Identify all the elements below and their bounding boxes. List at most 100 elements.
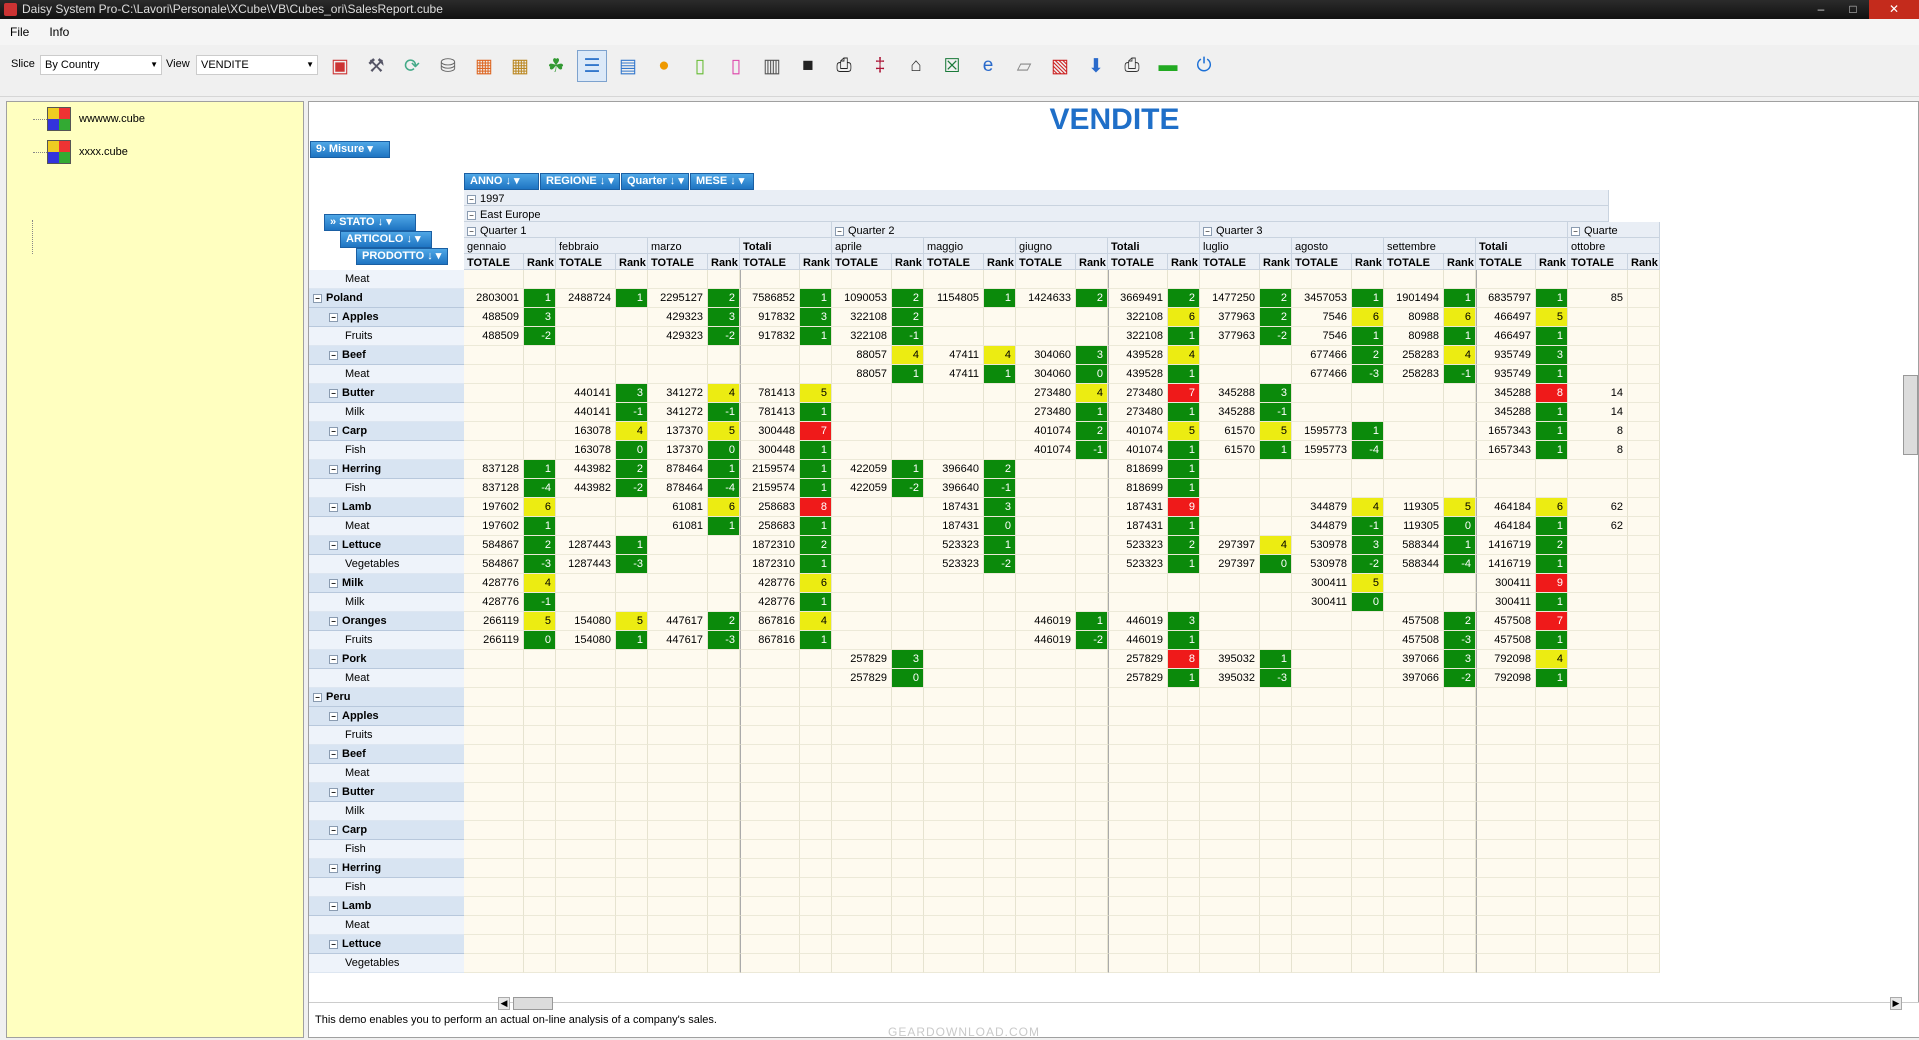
- rank-cell[interactable]: [892, 517, 924, 536]
- rank-cell[interactable]: 5: [1352, 574, 1384, 593]
- rank-cell[interactable]: [1260, 707, 1292, 726]
- total-cell[interactable]: [1384, 403, 1444, 422]
- rank-cell[interactable]: 1: [800, 327, 832, 346]
- rank-cell[interactable]: 6: [524, 498, 556, 517]
- total-cell[interactable]: 80988: [1384, 308, 1444, 327]
- total-cell[interactable]: [1200, 346, 1260, 365]
- total-cell[interactable]: [832, 593, 892, 612]
- rank-cell[interactable]: [1628, 802, 1660, 821]
- quarter-header[interactable]: − Quarter 3: [1200, 222, 1568, 238]
- total-cell[interactable]: 488509: [464, 327, 524, 346]
- total-cell[interactable]: 258683: [740, 498, 800, 517]
- rank-cell[interactable]: 1: [1536, 365, 1568, 384]
- month-header[interactable]: giugno: [1016, 238, 1108, 254]
- total-cell[interactable]: 119305: [1384, 517, 1444, 536]
- rank-cell[interactable]: 1: [1536, 631, 1568, 650]
- rank-cell[interactable]: [1628, 441, 1660, 460]
- row-header[interactable]: Milk: [309, 593, 464, 612]
- horizontal-scroll-thumb[interactable]: [513, 997, 553, 1010]
- total-cell[interactable]: [1292, 631, 1352, 650]
- rank-cell[interactable]: 1: [1168, 555, 1200, 574]
- rank-cell[interactable]: [1628, 422, 1660, 441]
- rank-cell[interactable]: [1444, 384, 1476, 403]
- rank-cell[interactable]: [1352, 821, 1384, 840]
- rank-cell[interactable]: [1260, 897, 1292, 916]
- total-cell[interactable]: [1200, 764, 1260, 783]
- total-cell[interactable]: [924, 403, 984, 422]
- total-cell[interactable]: [832, 574, 892, 593]
- row-header[interactable]: Milk: [309, 802, 464, 821]
- month-header[interactable]: luglio: [1200, 238, 1292, 254]
- rank-cell[interactable]: 5: [1260, 422, 1292, 441]
- total-cell[interactable]: [556, 726, 616, 745]
- row-header[interactable]: − Lamb: [309, 897, 464, 916]
- rank-cell[interactable]: [892, 403, 924, 422]
- rank-cell[interactable]: [984, 631, 1016, 650]
- rank-cell[interactable]: [1168, 935, 1200, 954]
- rank-cell[interactable]: [1168, 840, 1200, 859]
- total-cell[interactable]: 3457053: [1292, 289, 1352, 308]
- rank-cell[interactable]: 5: [524, 612, 556, 631]
- rank-cell[interactable]: [1352, 650, 1384, 669]
- rank-cell[interactable]: [524, 840, 556, 859]
- rank-cell[interactable]: [1260, 745, 1292, 764]
- total-cell[interactable]: [1292, 840, 1352, 859]
- rank-cell[interactable]: 0: [892, 669, 924, 688]
- rank-cell[interactable]: [708, 954, 740, 973]
- total-cell[interactable]: [1384, 726, 1444, 745]
- rank-cell[interactable]: [708, 270, 740, 289]
- rank-cell[interactable]: [1076, 479, 1108, 498]
- total-cell[interactable]: 197602: [464, 498, 524, 517]
- rank-cell[interactable]: [984, 878, 1016, 897]
- total-cell[interactable]: [740, 821, 800, 840]
- rank-cell[interactable]: 1: [1168, 669, 1200, 688]
- total-cell[interactable]: 345288: [1200, 403, 1260, 422]
- rank-cell[interactable]: [616, 878, 648, 897]
- total-cell[interactable]: 1424633: [1016, 289, 1076, 308]
- total-cell[interactable]: [1292, 726, 1352, 745]
- total-cell[interactable]: 446019: [1108, 612, 1168, 631]
- total-cell[interactable]: [832, 555, 892, 574]
- row-header[interactable]: Vegetables: [309, 954, 464, 973]
- rank-cell[interactable]: 7: [800, 422, 832, 441]
- tree-icon[interactable]: ☘: [547, 55, 565, 77]
- total-cell[interactable]: [924, 840, 984, 859]
- total-cell[interactable]: [740, 270, 800, 289]
- total-cell[interactable]: [1568, 954, 1628, 973]
- total-cell[interactable]: [1108, 954, 1168, 973]
- total-cell[interactable]: [648, 593, 708, 612]
- rank-cell[interactable]: 1: [800, 289, 832, 308]
- rank-cell[interactable]: [708, 802, 740, 821]
- rank-cell[interactable]: 2: [616, 460, 648, 479]
- rank-cell[interactable]: 8: [1536, 384, 1568, 403]
- rank-cell[interactable]: [892, 707, 924, 726]
- region-header[interactable]: − East Europe: [464, 206, 1609, 222]
- rank-cell[interactable]: [984, 422, 1016, 441]
- rank-cell[interactable]: [984, 574, 1016, 593]
- rank-cell[interactable]: [1352, 916, 1384, 935]
- rank-cell[interactable]: -3: [1260, 669, 1292, 688]
- total-cell[interactable]: [556, 688, 616, 707]
- tools-icon[interactable]: ⚒: [367, 55, 385, 77]
- rank-cell[interactable]: [984, 612, 1016, 631]
- total-cell[interactable]: [832, 745, 892, 764]
- row-header[interactable]: − Peru: [309, 688, 464, 707]
- total-cell[interactable]: [464, 840, 524, 859]
- total-cell[interactable]: 14: [1568, 403, 1628, 422]
- rank-cell[interactable]: [1628, 631, 1660, 650]
- rank-cell[interactable]: [1260, 726, 1292, 745]
- total-cell[interactable]: [1384, 593, 1444, 612]
- total-cell[interactable]: [1292, 707, 1352, 726]
- total-cell[interactable]: [740, 840, 800, 859]
- total-cell[interactable]: 1416719: [1476, 536, 1536, 555]
- total-cell[interactable]: 530978: [1292, 555, 1352, 574]
- rank-cell[interactable]: [800, 669, 832, 688]
- total-cell[interactable]: [464, 669, 524, 688]
- rank-cell[interactable]: [1076, 916, 1108, 935]
- rank-cell[interactable]: [1628, 365, 1660, 384]
- rank-cell[interactable]: [892, 726, 924, 745]
- total-cell[interactable]: [740, 669, 800, 688]
- month-header[interactable]: febbraio: [556, 238, 648, 254]
- total-cell[interactable]: 154080: [556, 631, 616, 650]
- rank-cell[interactable]: [708, 726, 740, 745]
